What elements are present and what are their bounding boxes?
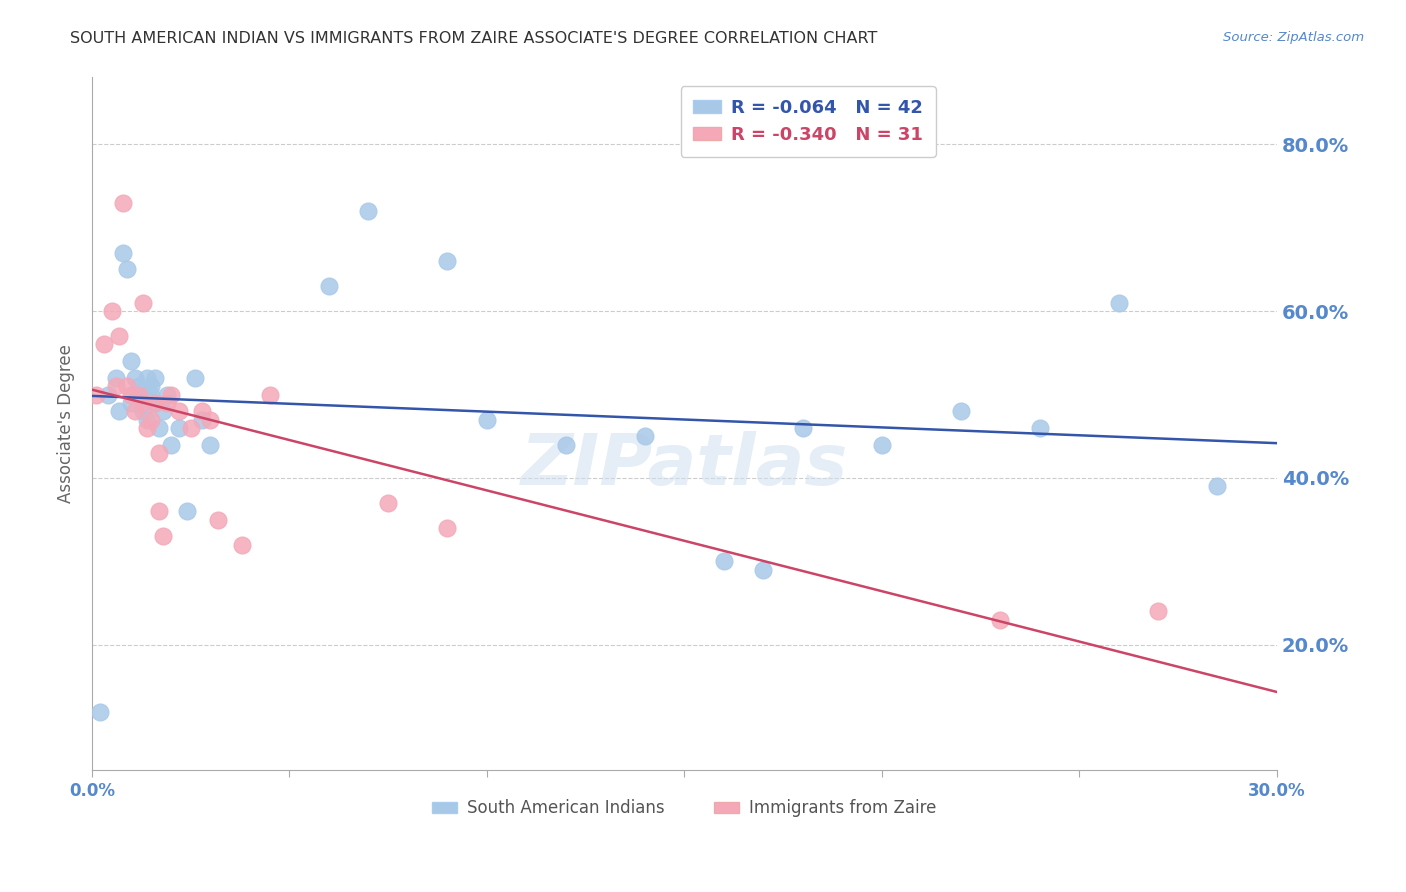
Point [132,396,155,410]
Point [112,245,135,260]
Point [259,387,281,401]
Point [124,371,146,385]
Point [152,529,174,543]
Point [870,437,893,451]
Point [139,412,162,426]
Point [124,404,146,418]
Point [167,421,190,435]
Legend: South American Indians, Immigrants from Zaire: South American Indians, Immigrants from … [425,793,943,824]
Point [104,379,127,393]
Point [132,295,155,310]
Point [148,421,170,435]
Point [132,387,155,401]
Point [160,437,183,451]
Point [128,379,150,393]
Point [143,371,166,385]
Point [132,404,155,418]
Text: Source: ZipAtlas.com: Source: ZipAtlas.com [1223,31,1364,45]
Point [1206,479,1229,493]
Point [160,387,183,401]
Point [792,421,814,435]
Point [634,429,657,443]
Point [108,404,131,418]
Point [1108,295,1130,310]
Point [475,412,498,426]
Point [200,437,222,451]
Point [117,262,139,277]
Point [84,387,107,401]
Point [156,396,179,410]
Point [1028,421,1050,435]
Point [377,496,399,510]
Point [117,379,139,393]
Point [112,195,135,210]
Point [148,446,170,460]
Text: ZIPatlas: ZIPatlas [520,431,848,500]
Point [318,279,340,293]
Point [176,504,198,518]
Point [139,387,162,401]
Point [139,379,162,393]
Point [988,613,1011,627]
Point [207,513,229,527]
Point [357,203,380,218]
Point [152,404,174,418]
Y-axis label: Associate's Degree: Associate's Degree [58,344,75,503]
Point [143,396,166,410]
Point [108,329,131,343]
Point [180,421,202,435]
Point [1147,604,1170,618]
Point [148,504,170,518]
Point [128,387,150,401]
Point [231,538,253,552]
Point [436,521,458,535]
Text: SOUTH AMERICAN INDIAN VS IMMIGRANTS FROM ZAIRE ASSOCIATE'S DEGREE CORRELATION CH: SOUTH AMERICAN INDIAN VS IMMIGRANTS FROM… [70,31,877,46]
Point [554,437,576,451]
Point [752,563,775,577]
Point [104,371,127,385]
Point [191,412,214,426]
Point [167,404,190,418]
Point [93,337,115,351]
Point [136,371,159,385]
Point [100,304,122,318]
Point [120,396,142,410]
Point [97,387,120,401]
Point [156,387,179,401]
Point [120,387,142,401]
Point [191,404,214,418]
Point [128,387,150,401]
Point [89,705,111,719]
Point [436,254,458,268]
Point [120,354,142,368]
Point [949,404,972,418]
Point [136,412,159,426]
Point [143,396,166,410]
Point [136,421,159,435]
Point [183,371,205,385]
Point [713,554,735,568]
Point [200,412,222,426]
